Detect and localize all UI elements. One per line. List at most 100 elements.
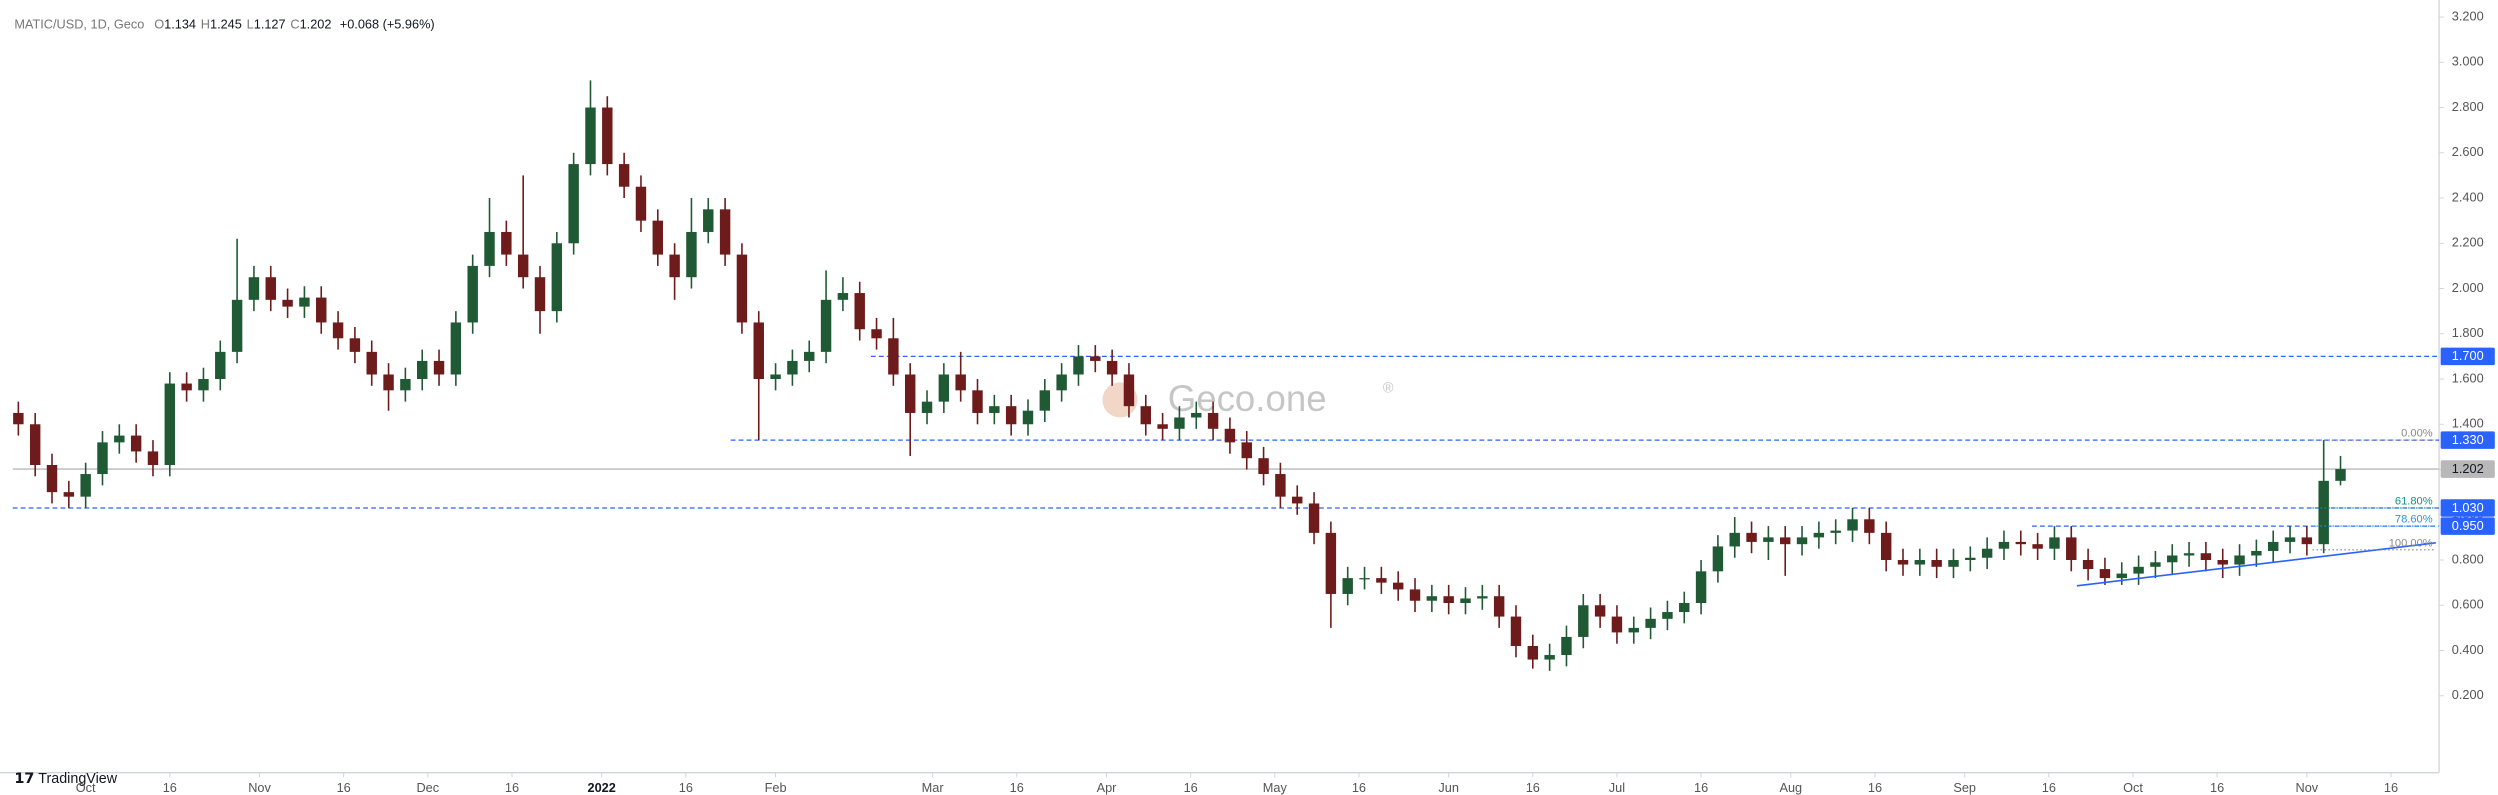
candle-body <box>1527 645 1539 660</box>
candle-body <box>46 464 58 493</box>
brand-logo: 𝟭𝟳 <box>14 771 34 787</box>
candle-body <box>467 265 478 323</box>
candle-body <box>1022 410 1034 425</box>
candle-body <box>332 322 344 339</box>
candle-body <box>2200 553 2212 561</box>
x-tick-label: Oct <box>2123 780 2143 795</box>
fib-label: 100.00% <box>2389 537 2433 549</box>
candle-body <box>2183 553 2195 556</box>
candle-body <box>1712 546 1724 572</box>
candle-body <box>1510 616 1522 646</box>
candle-body <box>1342 578 1353 594</box>
x-tick-label: 16 <box>1352 780 1366 795</box>
candle-body <box>1392 582 1404 590</box>
candle-body <box>1426 596 1438 601</box>
x-tick-label: Oct <box>76 780 96 795</box>
candle-body <box>1914 560 1926 565</box>
candle-body <box>349 338 361 352</box>
candle-body <box>854 293 865 330</box>
candle-body <box>1191 412 1202 418</box>
candle-body <box>1578 605 1589 637</box>
candle-body <box>1763 537 1774 542</box>
candle-body <box>989 406 1000 413</box>
candle-body <box>1308 503 1320 533</box>
candle-body <box>450 322 462 375</box>
candle-body <box>501 231 512 255</box>
candle-body <box>400 379 411 391</box>
legend-value: 1.127 <box>254 17 286 32</box>
legend: MATIC/USD, 1D, Geco O1.134 H1.245 L1.127 C1… <box>14 17 434 32</box>
candle-body <box>602 107 613 165</box>
fib-label: 0.00% <box>2401 428 2433 440</box>
candle-body <box>753 322 764 380</box>
candle-body <box>29 424 41 465</box>
candle-body <box>1864 519 1875 533</box>
x-tick-label: 16 <box>1526 780 1540 795</box>
candle-body <box>1106 360 1118 375</box>
candle-body <box>97 442 108 475</box>
candle-body <box>1965 557 1976 561</box>
x-tick-label: Nov <box>248 780 271 795</box>
candle-body <box>652 220 664 255</box>
y-tick-label: 2.600 <box>2452 144 2484 159</box>
candle-body <box>1594 605 1606 617</box>
watermark: Geco.one ® <box>1102 378 1394 419</box>
candle-body <box>719 209 731 255</box>
x-tick-label: 16 <box>337 780 351 795</box>
y-tick-label: 2.200 <box>2452 235 2484 250</box>
price-label-box <box>2440 499 2495 517</box>
legend-value: 1.134 <box>164 17 196 32</box>
candle-body <box>1224 428 1236 443</box>
legend-title: MATIC/USD, 1D, Geco <box>14 17 144 32</box>
candle-body <box>1847 519 1858 531</box>
legend-label: L <box>247 17 254 32</box>
x-tick-label: 2022 <box>588 780 616 795</box>
candle-body <box>1679 602 1690 613</box>
candle-body <box>2066 537 2077 561</box>
candle-body <box>80 474 91 497</box>
candle-body <box>2318 480 2329 545</box>
candle-body <box>568 164 579 244</box>
price-label: 1.330 <box>2452 432 2484 447</box>
x-tick-label: 16 <box>163 780 177 795</box>
legend-value: 1.202 <box>300 17 332 32</box>
x-tick-label: Apr <box>1097 780 1118 795</box>
candle-body <box>13 412 24 425</box>
fib-label: 78.60% <box>2395 514 2433 526</box>
candle-body <box>248 277 260 300</box>
x-tick-label: Jul <box>1609 780 1625 795</box>
x-tick-label: 16 <box>505 780 519 795</box>
candle-body <box>1493 596 1505 617</box>
candle-body <box>1729 532 1740 547</box>
x-tick-label: Nov <box>2296 780 2319 795</box>
x-tick-label: 16 <box>1694 780 1708 795</box>
candle-body <box>1039 390 1051 411</box>
x-tick-label: May <box>1263 780 1288 795</box>
candle-body <box>2234 555 2245 565</box>
candle-body <box>2167 555 2178 563</box>
candle-body <box>1645 618 1656 628</box>
y-tick-label: 2.800 <box>2452 99 2484 114</box>
candle-body <box>787 360 798 375</box>
candle-body <box>1779 537 1791 545</box>
candle-body <box>316 297 327 323</box>
candle-body <box>1746 532 1757 542</box>
price-label-box <box>2440 517 2495 535</box>
candle-body <box>703 209 714 232</box>
candle-body <box>1948 560 1959 567</box>
candle-body <box>2301 537 2313 545</box>
y-tick-label: 3.000 <box>2452 54 2484 69</box>
candle-body <box>2032 544 2043 549</box>
x-tick-label: Aug <box>1779 780 1802 795</box>
candle-body <box>1931 560 1942 567</box>
candle-body <box>198 379 209 391</box>
candle-body <box>1981 548 1993 558</box>
legend-label: C <box>290 17 299 32</box>
x-tick-label: Mar <box>922 780 945 795</box>
candle-body <box>871 329 882 339</box>
y-tick-label: 1.600 <box>2452 370 2484 385</box>
x-tick-label: 16 <box>679 780 693 795</box>
brand-name: TradingView <box>38 771 117 787</box>
candle-body <box>904 374 916 413</box>
candle-body <box>938 374 950 402</box>
